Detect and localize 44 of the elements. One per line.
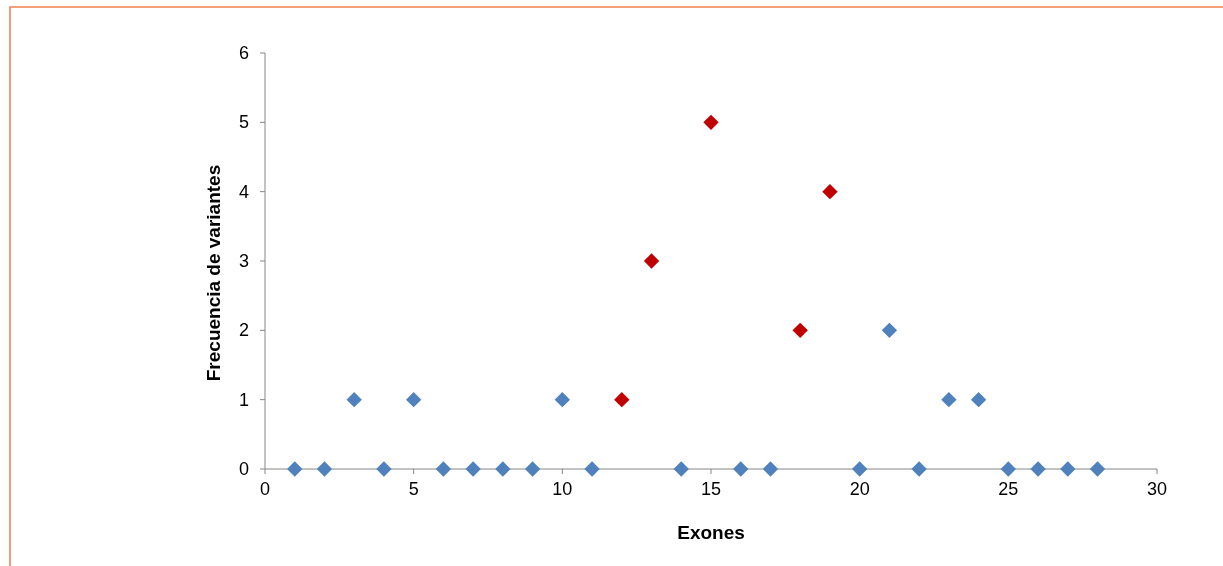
- y-axis-title: Frecuencia de variantes: [203, 164, 224, 382]
- point: [435, 461, 452, 477]
- point: [406, 392, 422, 408]
- x-tick-label: 30: [1146, 479, 1168, 499]
- x-tick-label: 15: [700, 479, 722, 499]
- y-tick-label: 0: [238, 459, 249, 479]
- point: [465, 461, 481, 477]
- point: [495, 461, 511, 477]
- point: [762, 461, 779, 477]
- point: [941, 392, 957, 408]
- point: [316, 461, 333, 477]
- point: [852, 461, 868, 477]
- point: [911, 461, 927, 477]
- x-axis-title: Exones: [677, 522, 745, 543]
- point: [970, 392, 987, 408]
- point: [287, 461, 303, 477]
- x-tick-label: 10: [552, 479, 573, 499]
- point: [703, 114, 719, 130]
- point: [614, 392, 630, 408]
- x-tick-label: 0: [259, 479, 271, 499]
- y-tick-label: 3: [238, 251, 249, 271]
- point: [1030, 461, 1046, 477]
- y-tick-label: 2: [238, 320, 249, 341]
- x-tick-label: 20: [849, 479, 870, 499]
- point: [584, 461, 600, 477]
- point: [1089, 461, 1106, 477]
- point: [346, 392, 362, 408]
- point: [822, 184, 838, 200]
- point: [733, 461, 749, 477]
- y-tick-label: 1: [238, 389, 249, 410]
- point: [1060, 461, 1076, 477]
- point: [1000, 461, 1016, 477]
- y-tick-label: 5: [238, 112, 249, 133]
- point: [673, 461, 689, 477]
- point: [376, 461, 392, 477]
- point: [881, 322, 898, 338]
- point: [524, 461, 541, 477]
- x-tick-label: 25: [998, 479, 1019, 499]
- y-tick-label: 6: [238, 43, 249, 63]
- point: [792, 322, 808, 338]
- y-tick-label: 4: [238, 181, 249, 202]
- x-tick-label: 5: [408, 479, 419, 499]
- point: [643, 253, 660, 269]
- point: [554, 392, 570, 408]
